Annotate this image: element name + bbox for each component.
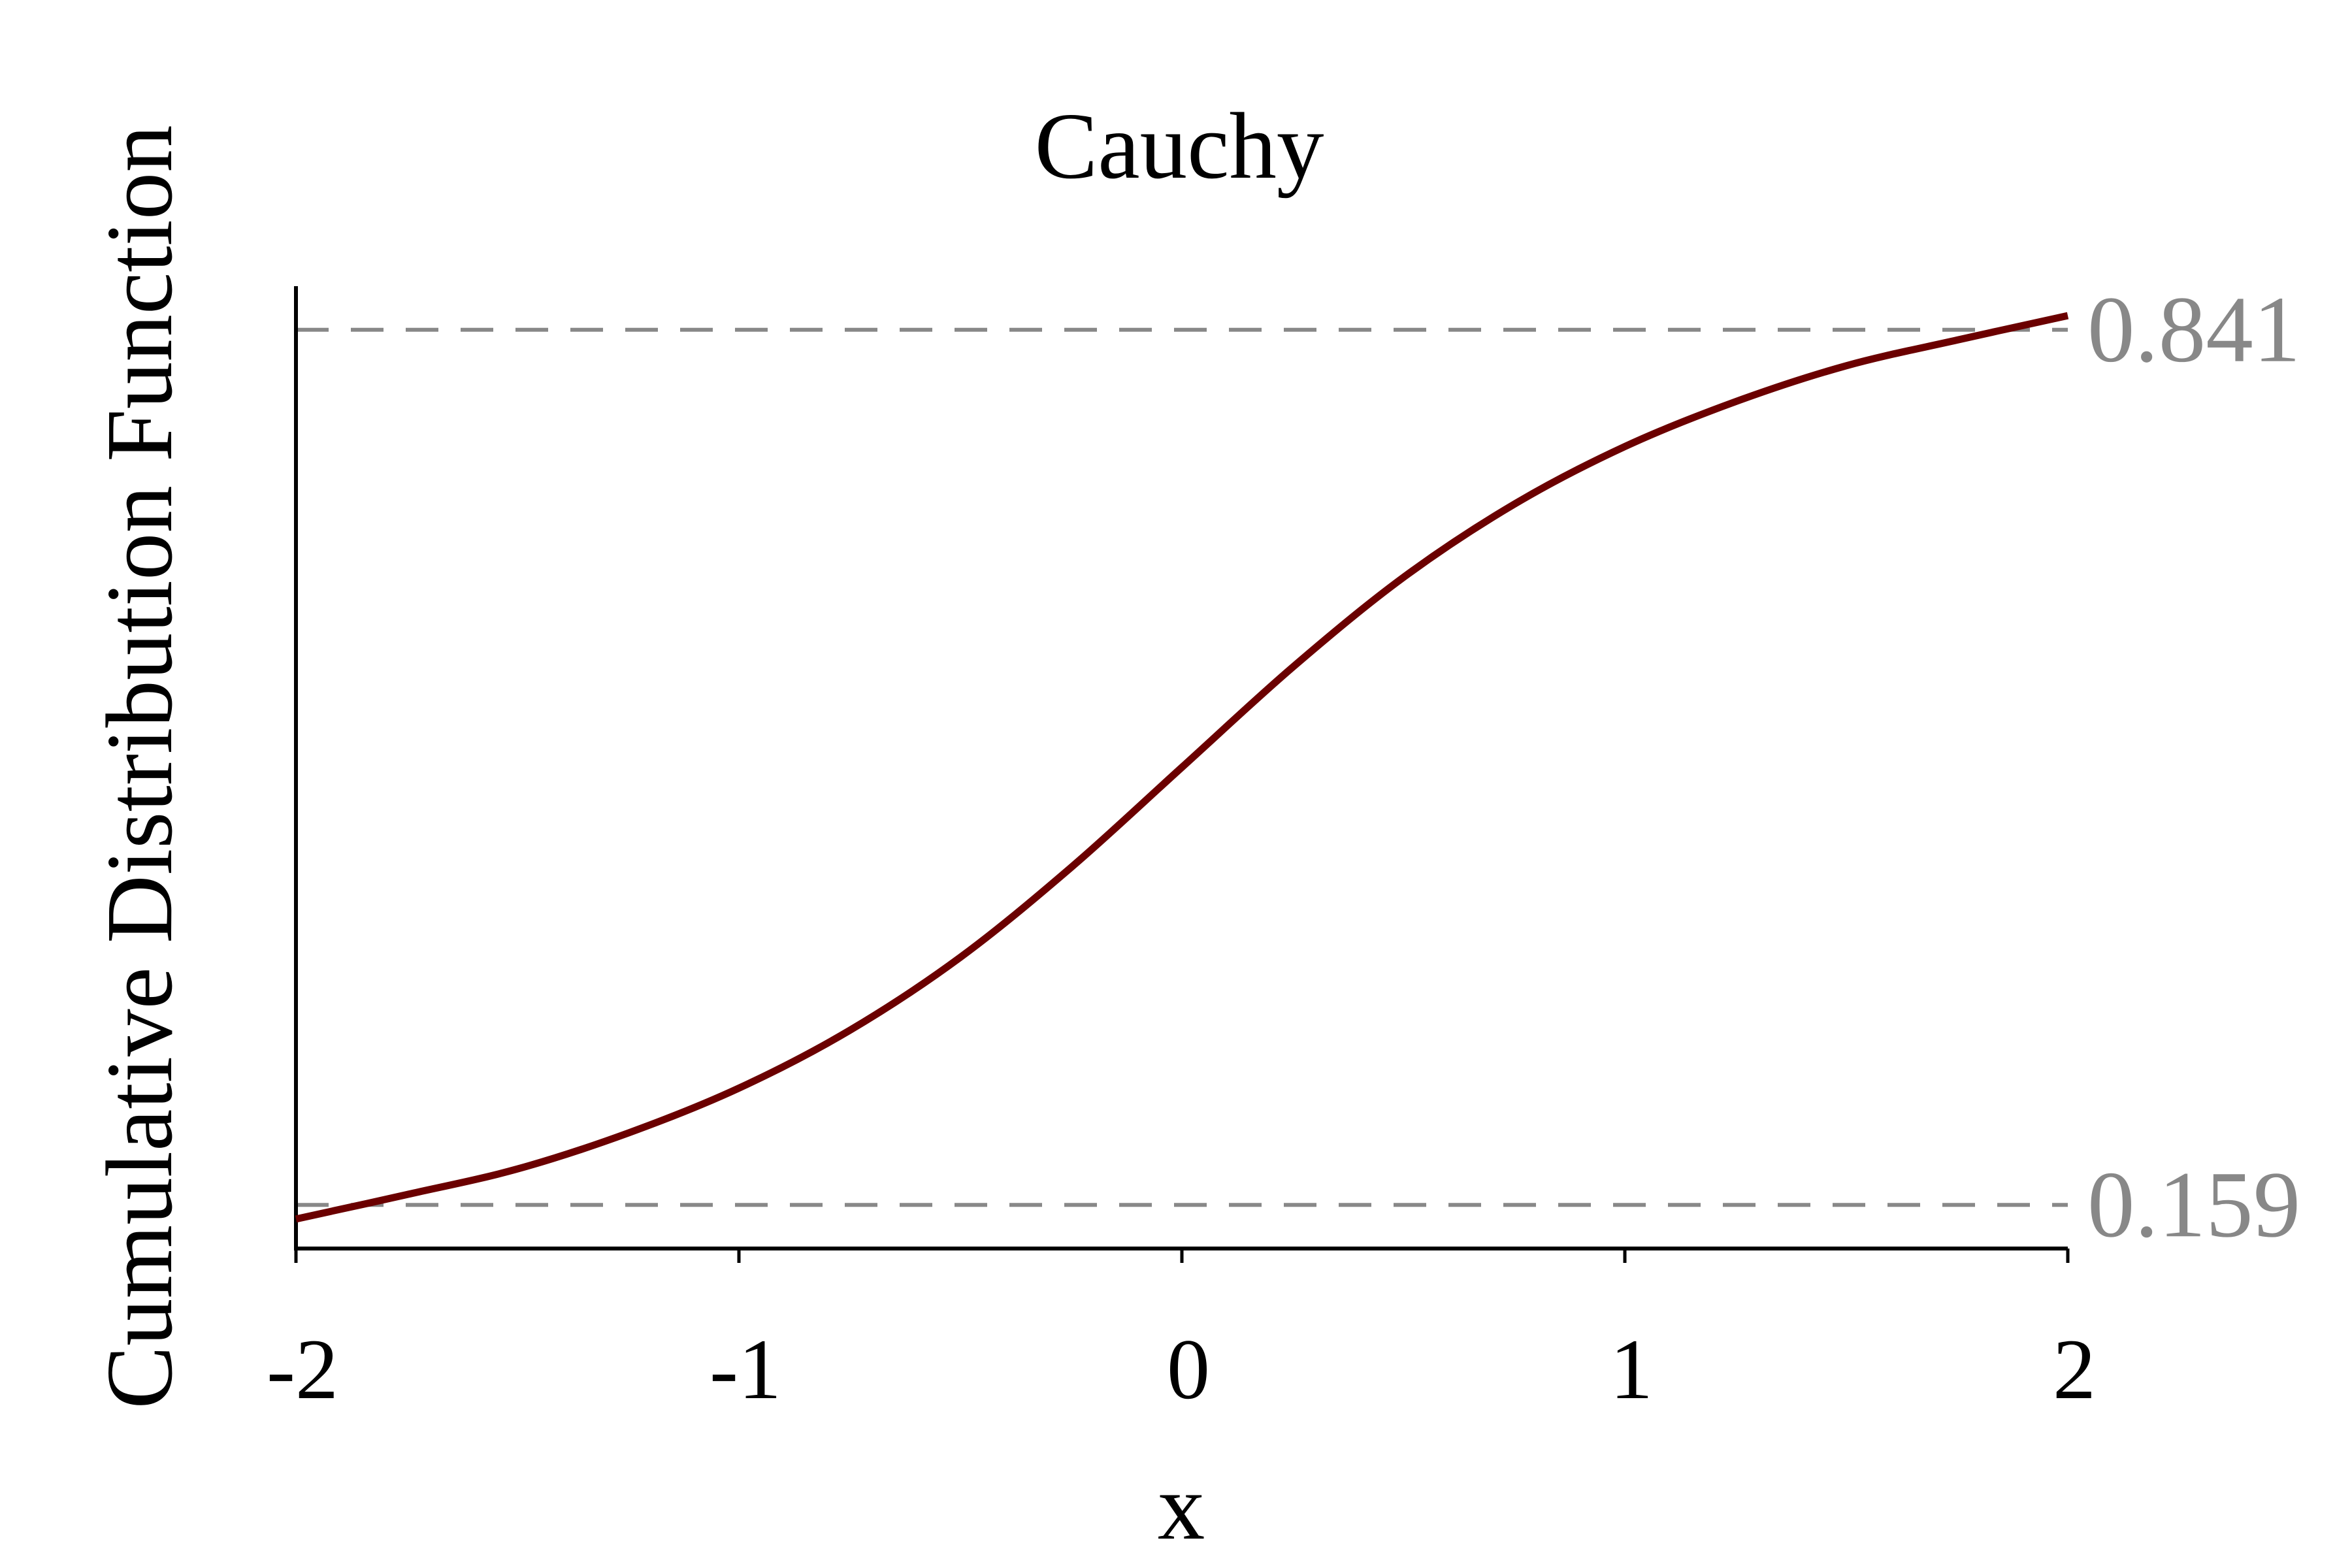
y-axis-label: Cumulative Distribution Function bbox=[88, 125, 192, 1409]
chart-title: Cauchy bbox=[1035, 94, 1324, 199]
x-axis-ticks: -2 -1 0 1 2 bbox=[267, 1249, 2096, 1417]
reference-label-1: 0.159 bbox=[2087, 1152, 2300, 1257]
x-tick-label-3: 1 bbox=[1610, 1321, 1653, 1417]
x-tick-label-0: -2 bbox=[267, 1321, 338, 1417]
x-tick-label-4: 2 bbox=[2053, 1321, 2096, 1417]
reference-lines: 0.841 0.159 bbox=[296, 278, 2300, 1257]
series-line-0 bbox=[295, 312, 2069, 1223]
reference-label-0: 0.841 bbox=[2087, 278, 2300, 382]
x-tick-label-1: -1 bbox=[710, 1321, 781, 1417]
x-tick-label-2: 0 bbox=[1167, 1321, 1210, 1417]
x-axis-label: x bbox=[1158, 1455, 1205, 1560]
series-layer bbox=[295, 312, 2069, 1223]
